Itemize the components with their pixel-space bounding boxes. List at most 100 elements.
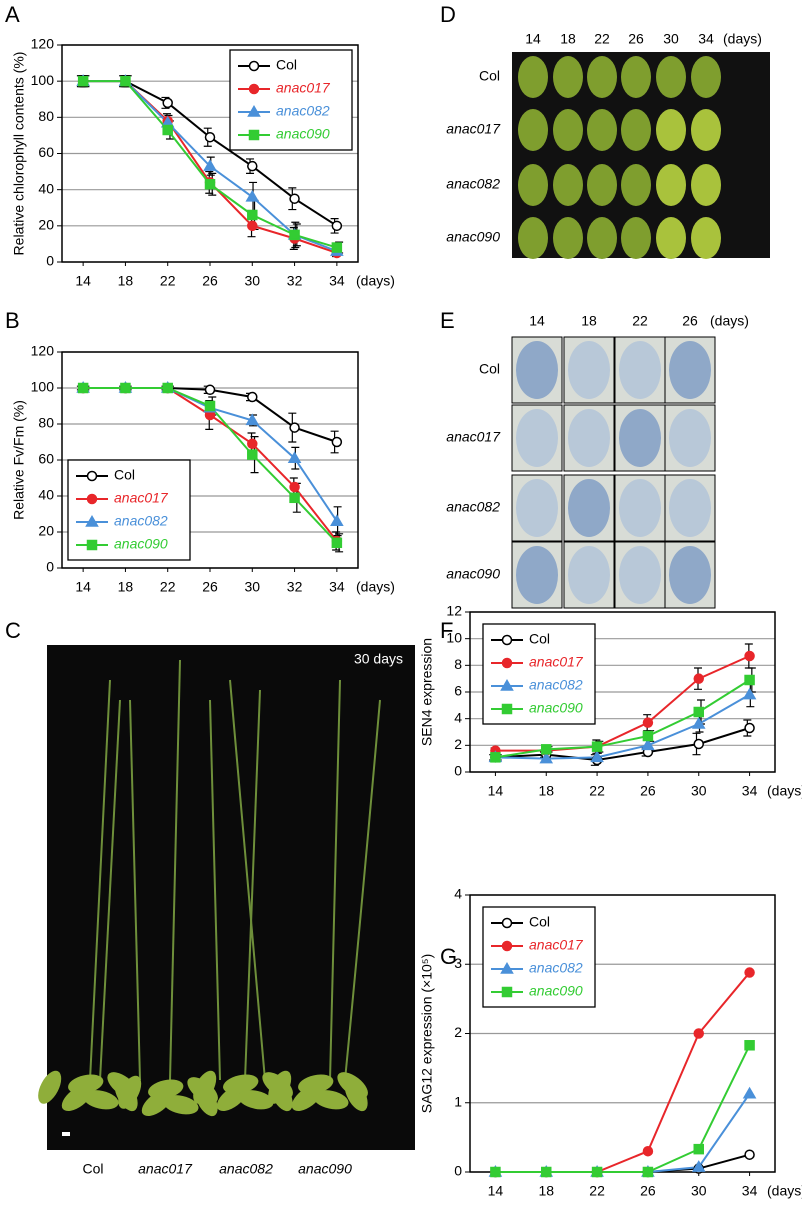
marker (245, 189, 260, 202)
legend-label: anac017 (529, 654, 584, 670)
y-tick-label: 3 (454, 955, 462, 971)
marker (500, 679, 514, 691)
marker (248, 83, 260, 95)
marker (289, 481, 300, 493)
leaf (553, 56, 583, 98)
scale-bar (62, 1132, 70, 1136)
plant-stem (89, 679, 111, 1081)
rosette-leaf (83, 1090, 119, 1110)
y-tick-label: 0 (46, 559, 54, 575)
marker (248, 60, 260, 72)
marker (501, 917, 513, 929)
stained-leaf (619, 479, 661, 537)
y-axis-label: Relative chlorophyll contents (%) (11, 52, 27, 256)
marker (77, 75, 89, 87)
y-tick-label: 12 (446, 603, 462, 619)
x-tick-label: 22 (160, 273, 176, 289)
rosette-leaf (148, 1079, 184, 1099)
marker (744, 650, 755, 662)
legend-label: anac017 (276, 80, 331, 96)
legend-label: anac090 (114, 536, 168, 552)
marker (691, 717, 706, 729)
x-tick-label: 34 (329, 579, 345, 595)
rosette-leaf (193, 1070, 217, 1104)
y-tick-label: 20 (38, 217, 54, 233)
marker (331, 220, 343, 232)
marker (86, 539, 98, 551)
genotype-label: anac082 (446, 499, 500, 515)
marker (162, 382, 173, 394)
marker (289, 422, 300, 433)
day-label: 14 (529, 313, 545, 329)
marker (247, 160, 258, 172)
stained-leaf (568, 341, 610, 399)
leaf (656, 109, 686, 151)
rosette-leaf (238, 1090, 274, 1110)
x-tick-label: 14 (75, 273, 91, 289)
leaf (621, 164, 651, 206)
day-label: 18 (560, 31, 576, 47)
genotype-label: anac017 (138, 1161, 193, 1177)
marker (330, 514, 344, 526)
leaf (691, 56, 721, 98)
leaf (656, 56, 686, 98)
legend-label: anac090 (529, 700, 583, 716)
marker (248, 129, 260, 141)
marker (742, 687, 757, 700)
panel-label: G (440, 944, 457, 969)
x-axis-label: (days) (767, 783, 802, 799)
marker (289, 193, 300, 204)
panel-label: C (5, 618, 21, 643)
marker (742, 1086, 757, 1099)
stained-leaf (619, 409, 661, 467)
y-tick-label: 1 (454, 1093, 462, 1109)
y-tick-label: 20 (38, 523, 54, 539)
y-tick-label: 60 (38, 451, 54, 467)
photo-label: 30 days (354, 651, 403, 667)
marker (247, 449, 258, 460)
leaf (587, 109, 617, 151)
genotype-label: Col (479, 68, 500, 84)
marker (120, 382, 131, 394)
leaf (587, 56, 617, 98)
x-tick-label: 34 (742, 1183, 758, 1199)
marker (744, 1149, 755, 1160)
y-tick-label: 2 (454, 736, 462, 752)
panel-label: A (5, 2, 20, 27)
x-tick-label: 22 (589, 1183, 605, 1199)
rosette-leaf (68, 1074, 104, 1094)
leaf (518, 109, 548, 151)
y-tick-label: 6 (454, 683, 462, 699)
marker (591, 741, 603, 752)
y-tick-label: 100 (31, 379, 55, 395)
y-tick-label: 40 (38, 487, 54, 503)
marker (642, 730, 654, 742)
marker (693, 1143, 704, 1155)
stained-leaf (669, 546, 711, 604)
x-axis-label: (days) (356, 579, 395, 595)
leaf (553, 217, 583, 259)
x-tick-label: 30 (691, 1183, 707, 1199)
legend-label: Col (529, 914, 550, 930)
plant-stem (244, 689, 261, 1081)
marker (331, 242, 343, 253)
x-tick-label: 26 (202, 579, 218, 595)
x-tick-label: 34 (329, 273, 345, 289)
panel-label: F (440, 618, 453, 643)
marker (693, 738, 704, 750)
genotype-label: anac090 (446, 229, 500, 245)
leaf (621, 109, 651, 151)
marker (247, 209, 258, 221)
legend-label: anac090 (529, 983, 583, 999)
x-tick-label: 34 (742, 783, 758, 799)
marker (289, 492, 300, 504)
y-axis-label: SEN4 expression (419, 638, 435, 746)
marker (501, 940, 513, 952)
x-tick-label: 14 (488, 783, 504, 799)
y-tick-label: 0 (454, 1163, 462, 1179)
marker (204, 400, 216, 412)
y-tick-label: 80 (38, 108, 54, 124)
legend-label: anac017 (114, 490, 169, 506)
y-tick-label: 60 (38, 144, 54, 160)
